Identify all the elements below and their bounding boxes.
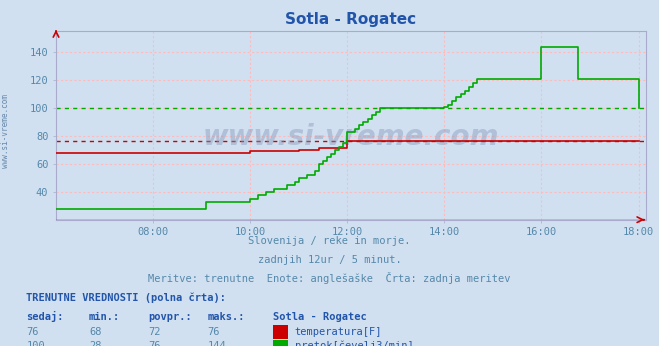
Text: sedaj:: sedaj: xyxy=(26,311,64,322)
Text: temperatura[F]: temperatura[F] xyxy=(295,327,382,337)
Text: maks.:: maks.: xyxy=(208,312,245,322)
Text: Slovenija / reke in morje.: Slovenija / reke in morje. xyxy=(248,236,411,246)
Text: pretok[čevelj3/min]: pretok[čevelj3/min] xyxy=(295,341,413,346)
Text: Meritve: trenutne  Enote: anglešaške  Črta: zadnja meritev: Meritve: trenutne Enote: anglešaške Črta… xyxy=(148,272,511,284)
Text: 144: 144 xyxy=(208,342,226,346)
Title: Sotla - Rogatec: Sotla - Rogatec xyxy=(285,12,416,27)
Text: 100: 100 xyxy=(26,342,45,346)
Text: www.si-vreme.com: www.si-vreme.com xyxy=(203,123,499,151)
Text: 76: 76 xyxy=(26,327,39,337)
Text: 76: 76 xyxy=(148,342,161,346)
Text: www.si-vreme.com: www.si-vreme.com xyxy=(1,94,10,169)
Text: 76: 76 xyxy=(208,327,220,337)
Text: TRENUTNE VREDNOSTI (polna črta):: TRENUTNE VREDNOSTI (polna črta): xyxy=(26,292,226,303)
Text: zadnjih 12ur / 5 minut.: zadnjih 12ur / 5 minut. xyxy=(258,255,401,265)
Text: 72: 72 xyxy=(148,327,161,337)
Text: Sotla - Rogatec: Sotla - Rogatec xyxy=(273,312,367,322)
Text: 68: 68 xyxy=(89,327,101,337)
Text: min.:: min.: xyxy=(89,312,120,322)
Text: 28: 28 xyxy=(89,342,101,346)
Text: povpr.:: povpr.: xyxy=(148,312,192,322)
